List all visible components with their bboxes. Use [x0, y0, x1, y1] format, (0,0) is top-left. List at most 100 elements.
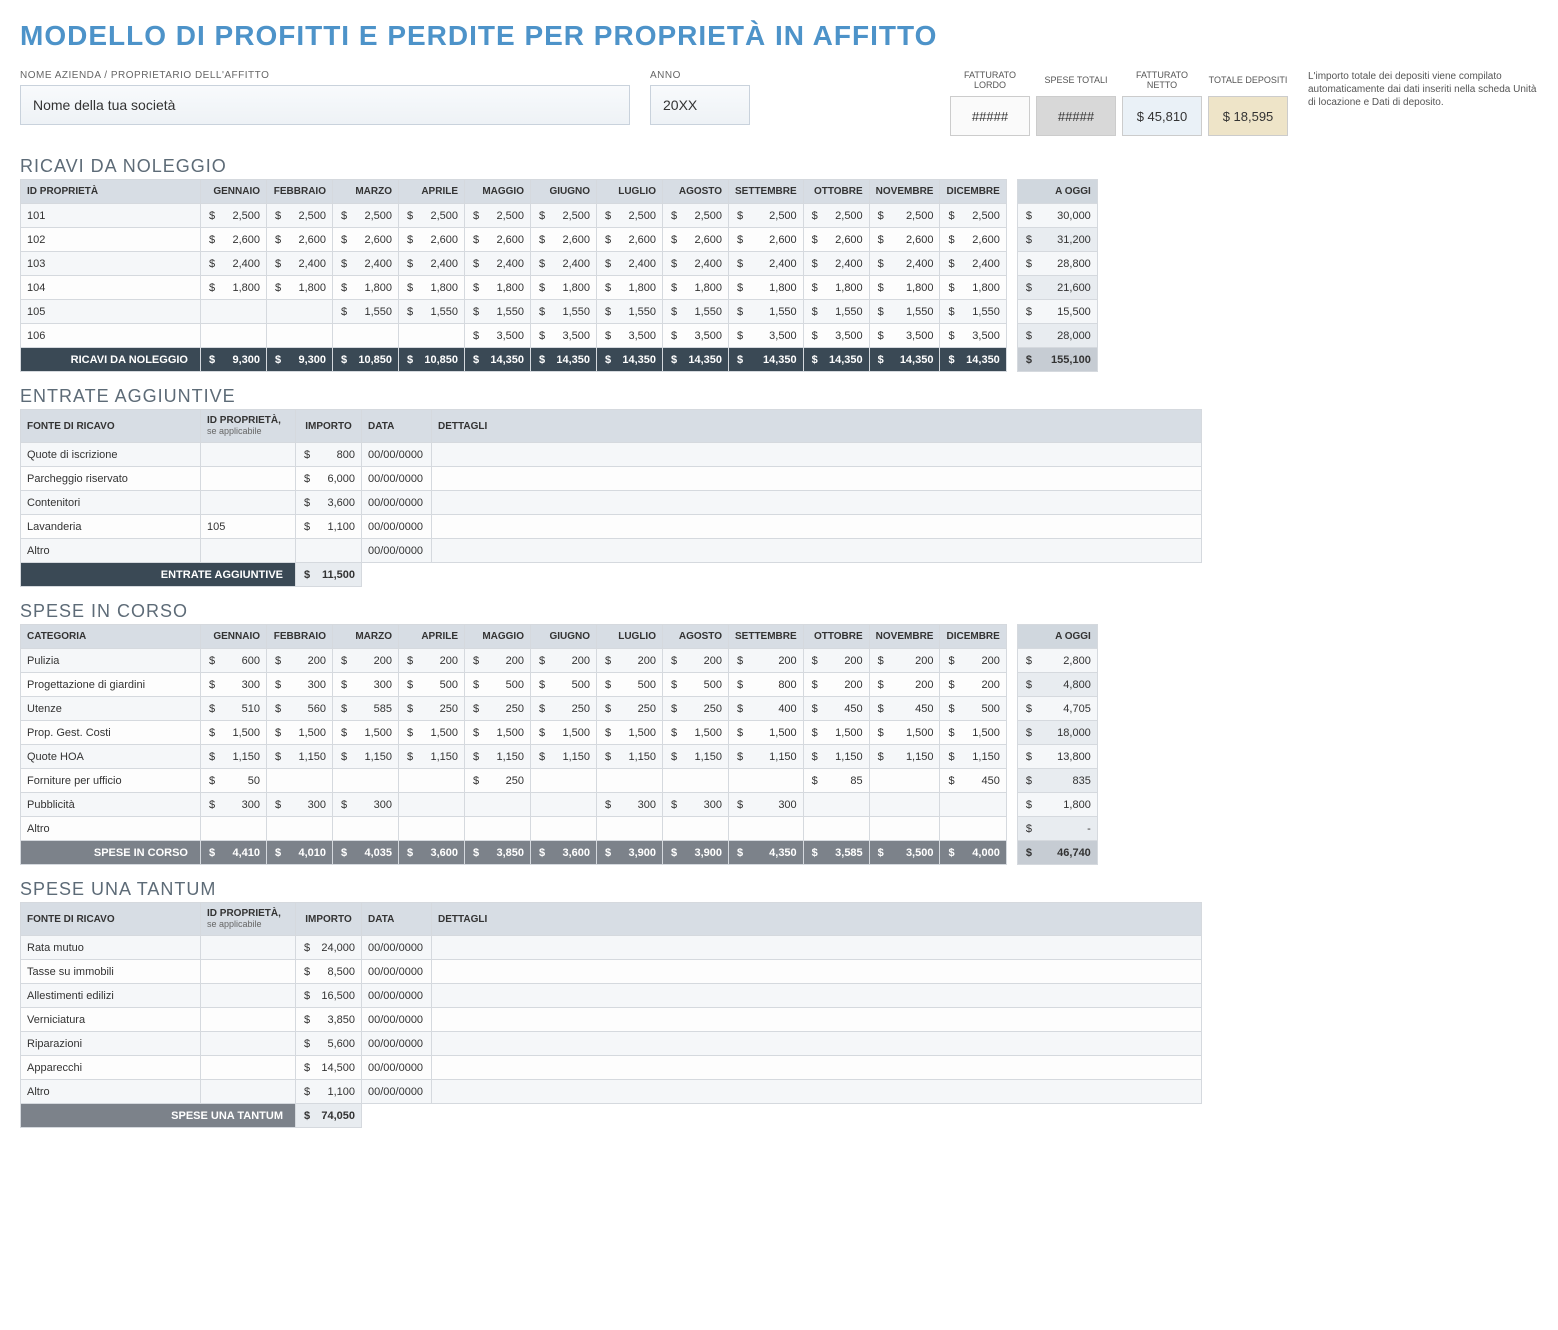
cell[interactable]: $2,600	[531, 228, 597, 252]
cell[interactable]: $2,400	[201, 252, 267, 276]
cell[interactable]: $500	[465, 673, 531, 697]
cell[interactable]: $1,550	[531, 300, 597, 324]
src-cell[interactable]: Lavanderia	[21, 515, 201, 539]
cell[interactable]: $1,800	[597, 276, 663, 300]
cell[interactable]: $1,500	[597, 721, 663, 745]
cell[interactable]: $1,550	[399, 300, 465, 324]
cell[interactable]: $200	[531, 649, 597, 673]
cell[interactable]: $2,500	[597, 204, 663, 228]
amt-cell[interactable]: $6,000	[296, 467, 362, 491]
cell[interactable]: $2,400	[267, 252, 333, 276]
cell[interactable]: $2,400	[465, 252, 531, 276]
cell[interactable]: $800	[729, 673, 804, 697]
cell[interactable]: $200	[729, 649, 804, 673]
det-cell[interactable]	[432, 936, 1202, 960]
cell[interactable]: $250	[465, 769, 531, 793]
cell[interactable]: $2,600	[729, 228, 804, 252]
cell[interactable]: $2,500	[399, 204, 465, 228]
cell[interactable]	[869, 793, 940, 817]
date-cell[interactable]: 00/00/0000	[362, 1056, 432, 1080]
cell[interactable]: $200	[663, 649, 729, 673]
cell[interactable]: $250	[465, 697, 531, 721]
cell[interactable]: $1,550	[663, 300, 729, 324]
cell[interactable]: $2,500	[940, 204, 1006, 228]
prop-cell[interactable]	[201, 539, 296, 563]
cell[interactable]: $1,150	[465, 745, 531, 769]
cell[interactable]: $300	[267, 793, 333, 817]
cell[interactable]: $1,800	[399, 276, 465, 300]
det-cell[interactable]	[432, 491, 1202, 515]
cell[interactable]: $200	[940, 649, 1006, 673]
cell[interactable]	[267, 300, 333, 324]
cell[interactable]	[869, 769, 940, 793]
cell[interactable]: $250	[531, 697, 597, 721]
cell[interactable]: $1,550	[465, 300, 531, 324]
cell[interactable]	[201, 324, 267, 348]
cell[interactable]: $250	[663, 697, 729, 721]
cell[interactable]: $500	[531, 673, 597, 697]
cell[interactable]: $1,500	[465, 721, 531, 745]
det-cell[interactable]	[432, 515, 1202, 539]
cell[interactable]: $300	[729, 793, 804, 817]
cell[interactable]: $1,150	[869, 745, 940, 769]
cell[interactable]: $1,800	[333, 276, 399, 300]
cell[interactable]: $1,500	[729, 721, 804, 745]
cell[interactable]: $1,150	[803, 745, 869, 769]
cell[interactable]: $200	[803, 649, 869, 673]
prop-cell[interactable]: 105	[201, 515, 296, 539]
cell[interactable]: $300	[663, 793, 729, 817]
cell[interactable]: $2,500	[803, 204, 869, 228]
cell[interactable]: $300	[201, 793, 267, 817]
prop-cell[interactable]	[201, 960, 296, 984]
cell[interactable]	[729, 769, 804, 793]
cell[interactable]: $2,600	[803, 228, 869, 252]
cell[interactable]: $3,500	[531, 324, 597, 348]
cell[interactable]: $450	[869, 697, 940, 721]
cell[interactable]: $1,550	[333, 300, 399, 324]
cell[interactable]	[803, 793, 869, 817]
cell[interactable]: $500	[399, 673, 465, 697]
cell[interactable]: $200	[803, 673, 869, 697]
cell[interactable]: $2,600	[597, 228, 663, 252]
cell[interactable]: $1,500	[399, 721, 465, 745]
cell[interactable]: $3,500	[940, 324, 1006, 348]
cell[interactable]	[201, 300, 267, 324]
src-cell[interactable]: Allestimenti edilizi	[21, 984, 201, 1008]
cell[interactable]: $1,150	[267, 745, 333, 769]
amt-cell[interactable]	[296, 539, 362, 563]
cell[interactable]: $2,500	[201, 204, 267, 228]
cell[interactable]: $400	[729, 697, 804, 721]
cell[interactable]: $1,800	[201, 276, 267, 300]
cell[interactable]	[333, 817, 399, 841]
src-cell[interactable]: Verniciatura	[21, 1008, 201, 1032]
src-cell[interactable]: Tasse su immobili	[21, 960, 201, 984]
year-input[interactable]: 20XX	[650, 85, 750, 125]
cell[interactable]: $3,500	[465, 324, 531, 348]
cell[interactable]	[465, 817, 531, 841]
cell[interactable]: $1,500	[663, 721, 729, 745]
cell[interactable]: $2,500	[869, 204, 940, 228]
date-cell[interactable]: 00/00/0000	[362, 467, 432, 491]
cell[interactable]	[267, 817, 333, 841]
cell[interactable]: $1,800	[465, 276, 531, 300]
cell[interactable]: $2,600	[869, 228, 940, 252]
cell[interactable]: $300	[333, 673, 399, 697]
src-cell[interactable]: Riparazioni	[21, 1032, 201, 1056]
cell[interactable]: $2,400	[333, 252, 399, 276]
cell[interactable]: $200	[399, 649, 465, 673]
cell[interactable]: $500	[597, 673, 663, 697]
amt-cell[interactable]: $24,000	[296, 936, 362, 960]
amt-cell[interactable]: $800	[296, 443, 362, 467]
cell[interactable]: $300	[333, 793, 399, 817]
cell[interactable]: $2,600	[333, 228, 399, 252]
cell[interactable]: $250	[597, 697, 663, 721]
cell[interactable]: $1,500	[201, 721, 267, 745]
cell[interactable]: $200	[465, 649, 531, 673]
src-cell[interactable]: Altro	[21, 539, 201, 563]
cell[interactable]: $2,400	[729, 252, 804, 276]
cell[interactable]: $2,600	[201, 228, 267, 252]
cell[interactable]: $3,500	[663, 324, 729, 348]
det-cell[interactable]	[432, 1080, 1202, 1104]
amt-cell[interactable]: $14,500	[296, 1056, 362, 1080]
amt-cell[interactable]: $3,600	[296, 491, 362, 515]
